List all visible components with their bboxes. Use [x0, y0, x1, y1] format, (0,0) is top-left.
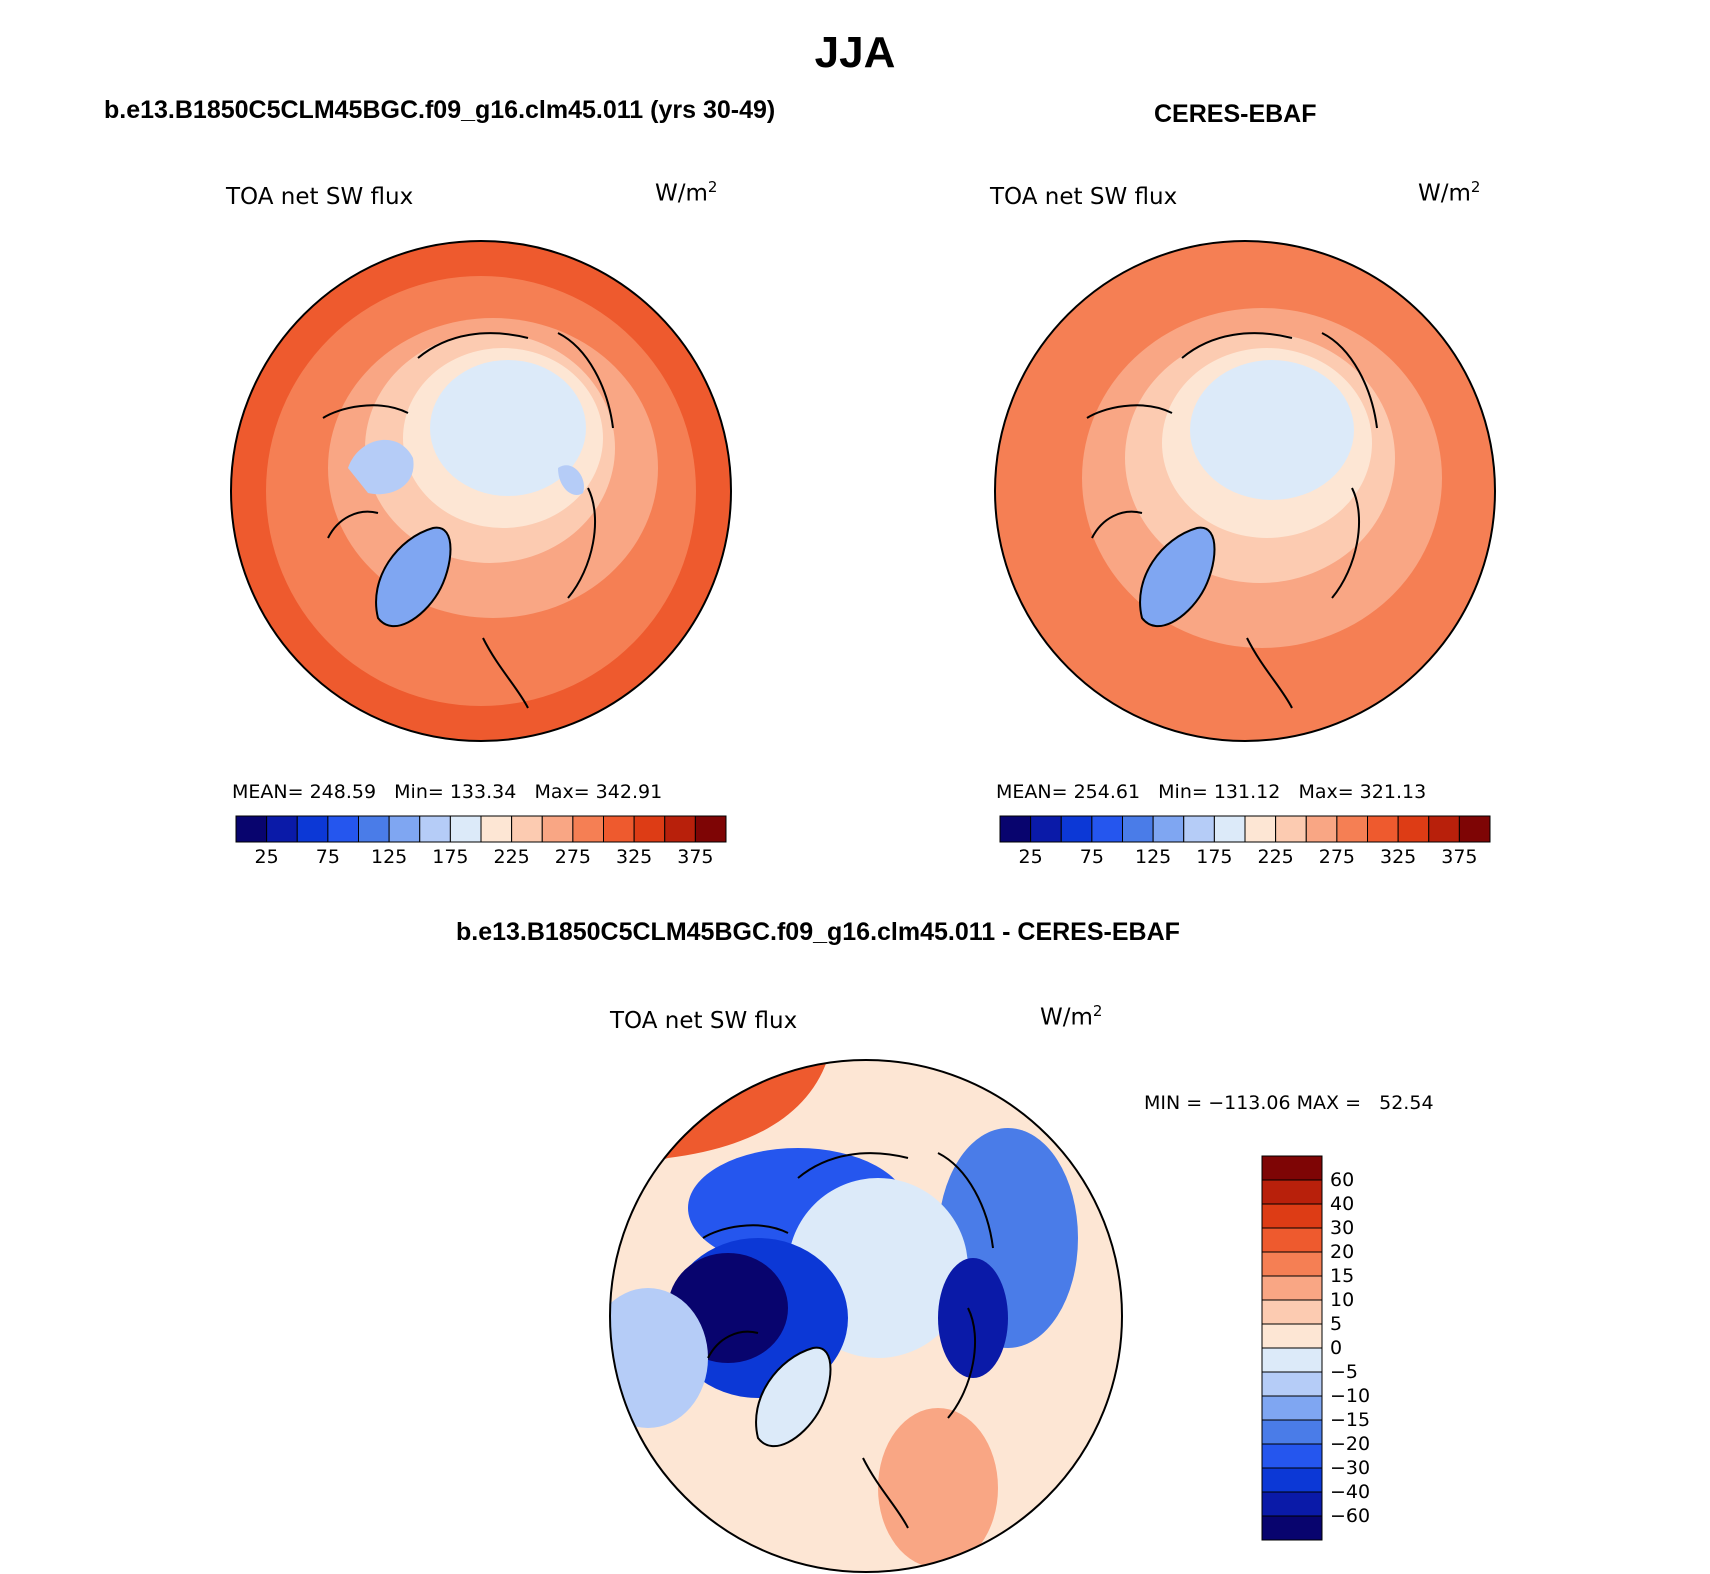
colorbar-swatch — [1275, 815, 1307, 843]
colorbar-swatch — [449, 815, 482, 843]
colorbar-tick-label: 125 — [1134, 846, 1172, 868]
colorbar-swatch — [1091, 815, 1123, 843]
colorbar-tick-label: 75 — [315, 846, 340, 868]
colorbar-swatch — [327, 815, 359, 843]
diff-stats: MIN = −113.06 MAX = 52.54 — [1144, 1092, 1434, 1114]
colorbar-tick-label: 60 — [1330, 1169, 1355, 1191]
colorbar-tick-label: 10 — [1330, 1289, 1355, 1311]
colorbar-swatch — [266, 815, 298, 843]
diff-variable-label: TOA net SW flux — [610, 1008, 798, 1034]
colorbar-swatch — [480, 815, 513, 843]
colorbar-swatch — [633, 815, 666, 843]
diff-panel-title: b.e13.B1850C5CLM45BGC.f09_g16.clm45.011 … — [456, 918, 1180, 946]
colorbar-swatch — [1367, 815, 1399, 843]
colorbar-swatch — [999, 815, 1032, 843]
colorbar-tick-label: 175 — [1196, 846, 1233, 868]
colorbar-tick-label: −15 — [1330, 1409, 1371, 1431]
colorbar-swatch — [1261, 1299, 1323, 1325]
colorbar-swatch — [1305, 815, 1338, 843]
colorbar-tick-label: 325 — [615, 846, 653, 868]
colorbar-swatch — [1261, 1515, 1323, 1541]
diff-polar-map — [609, 1059, 1123, 1573]
colorbar-swatch — [1261, 1443, 1323, 1469]
left-variable-label: TOA net SW flux — [226, 184, 414, 210]
colorbar-swatch — [1261, 1203, 1323, 1229]
right-units-label: W/m2 — [1418, 178, 1481, 207]
colorbar-swatch — [1261, 1155, 1323, 1181]
colorbar-swatch — [664, 815, 696, 843]
colorbar-tick-label: 40 — [1330, 1193, 1355, 1215]
left-colorbar — [235, 815, 727, 843]
colorbar-swatch — [1261, 1251, 1323, 1277]
colorbar-tick-label: −10 — [1330, 1385, 1371, 1407]
right-colorbar — [999, 815, 1491, 843]
figure-title: JJA — [814, 28, 896, 77]
colorbar-swatch — [1261, 1227, 1323, 1253]
left-units-label: W/m2 — [655, 178, 718, 207]
colorbar-tick-label: 0 — [1330, 1337, 1343, 1359]
right-panel-title: CERES-EBAF — [1154, 100, 1317, 128]
colorbar-tick-label: 25 — [1018, 846, 1043, 868]
colorbar-swatch — [1261, 1371, 1323, 1397]
colorbar-swatch — [1397, 815, 1430, 843]
colorbar-swatch — [511, 815, 543, 843]
colorbar-swatch — [603, 815, 635, 843]
colorbar-swatch — [1030, 815, 1062, 843]
colorbar-tick-label: 375 — [1441, 846, 1478, 868]
left-polar-map — [230, 240, 732, 742]
right-polar-map — [994, 240, 1496, 742]
colorbar-swatch — [1261, 1491, 1323, 1517]
colorbar-tick-label: −30 — [1330, 1457, 1371, 1479]
colorbar-swatch — [235, 815, 268, 843]
right-stats: MEAN= 254.61 Min= 131.12 Max= 321.13 — [996, 781, 1427, 803]
colorbar-tick-label: 5 — [1330, 1313, 1343, 1335]
colorbar-tick-label: 15 — [1330, 1265, 1355, 1287]
colorbar-tick-label: −20 — [1330, 1433, 1371, 1455]
colorbar-swatch — [358, 815, 390, 843]
colorbar-swatch — [541, 815, 574, 843]
colorbar-swatch — [1261, 1347, 1323, 1373]
colorbar-swatch — [1261, 1323, 1323, 1349]
colorbar-tick-label: −40 — [1330, 1481, 1371, 1503]
colorbar-tick-label: 175 — [432, 846, 469, 868]
colorbar-tick-label: −60 — [1330, 1505, 1371, 1527]
colorbar-tick-label: 225 — [493, 846, 530, 868]
colorbar-swatch — [1060, 815, 1093, 843]
colorbar-tick-label: 325 — [1379, 846, 1417, 868]
colorbar-tick-label: 30 — [1330, 1217, 1355, 1239]
colorbar-swatch — [1261, 1419, 1323, 1445]
colorbar-swatch — [1261, 1275, 1323, 1301]
colorbar-swatch — [1261, 1467, 1323, 1493]
colorbar-swatch — [1336, 815, 1368, 843]
colorbar-tick-label: 75 — [1079, 846, 1104, 868]
diff-units-label: W/m2 — [1040, 1002, 1103, 1031]
colorbar-tick-label: 225 — [1257, 846, 1294, 868]
colorbar-tick-label: −5 — [1330, 1361, 1359, 1383]
colorbar-tick-label: 375 — [677, 846, 714, 868]
colorbar-swatch — [1244, 815, 1277, 843]
colorbar-swatch — [1458, 815, 1491, 843]
colorbar-tick-label: 275 — [1318, 846, 1355, 868]
colorbar-swatch — [1261, 1395, 1323, 1421]
left-panel-title: b.e13.B1850C5CLM45BGC.f09_g16.clm45.011 … — [104, 96, 776, 124]
colorbar-swatch — [572, 815, 604, 843]
colorbar-tick-label: 25 — [254, 846, 279, 868]
right-variable-label: TOA net SW flux — [990, 184, 1178, 210]
colorbar-swatch — [419, 815, 451, 843]
colorbar-tick-label: 125 — [370, 846, 408, 868]
left-stats: MEAN= 248.59 Min= 133.34 Max= 342.91 — [232, 781, 663, 803]
diff-colorbar — [1261, 1155, 1323, 1541]
colorbar-swatch — [1261, 1179, 1323, 1205]
colorbar-swatch — [388, 815, 421, 843]
colorbar-swatch — [1428, 815, 1460, 843]
colorbar-swatch — [1213, 815, 1246, 843]
colorbar-swatch — [694, 815, 727, 843]
colorbar-swatch — [1152, 815, 1185, 843]
colorbar-tick-label: 20 — [1330, 1241, 1355, 1263]
colorbar-swatch — [1183, 815, 1215, 843]
colorbar-swatch — [296, 815, 329, 843]
colorbar-swatch — [1122, 815, 1154, 843]
colorbar-tick-label: 275 — [554, 846, 591, 868]
